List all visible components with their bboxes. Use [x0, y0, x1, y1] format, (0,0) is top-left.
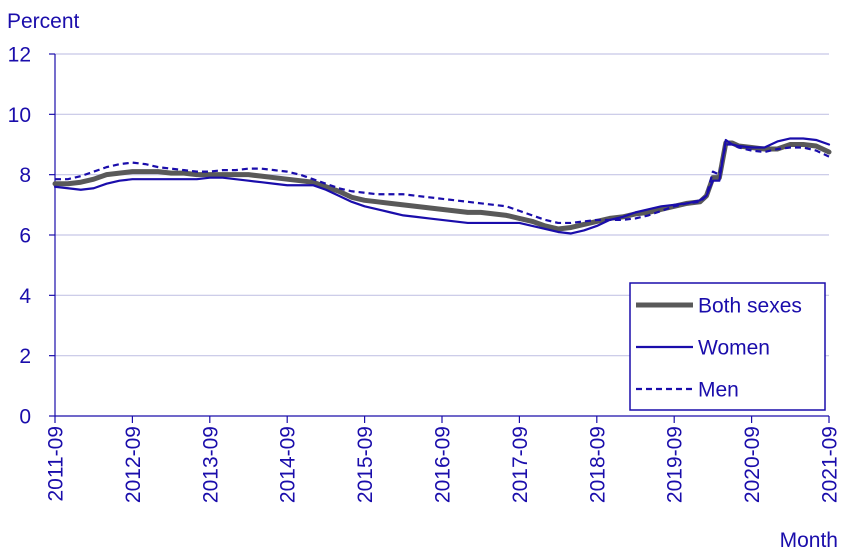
legend-label: Both sexes: [698, 295, 802, 318]
x-tick-label: 2020-09: [741, 426, 764, 503]
series-line-both-sexes: [52, 140, 832, 232]
x-tick-label: 2019-09: [664, 426, 687, 503]
x-axis-tick-labels: 2011-09 2012-09 2013-09 2014-09 2015-09 2016-…: [45, 426, 842, 503]
x-tick-label: 2016-09: [432, 426, 455, 503]
axes: [49, 53, 830, 423]
series-lines: [52, 137, 832, 235]
x-tick-label: 2014-09: [277, 426, 300, 503]
y-tick-label: 8: [19, 164, 31, 187]
x-tick-label: 2018-09: [586, 426, 609, 503]
y-tick-label: 0: [19, 406, 31, 429]
y-tick-label: 6: [19, 225, 31, 248]
series-line-men: [55, 143, 830, 225]
x-tick-label: 2012-09: [122, 426, 145, 503]
legend-label: Women: [698, 337, 770, 360]
x-axis-title: Month: [780, 529, 838, 552]
x-tick-label: 2015-09: [354, 426, 377, 503]
y-tick-label: 4: [19, 285, 31, 308]
legend-label: Men: [698, 379, 739, 402]
x-tick-label: 2021-09: [819, 426, 842, 503]
y-tick-label: 10: [8, 104, 31, 127]
x-tick-label: 2013-09: [199, 426, 222, 503]
x-tick-label: 2017-09: [509, 426, 532, 503]
y-axis-title: Percent: [7, 10, 80, 33]
series-line-women: [53, 137, 831, 235]
legend: Both sexes Women Men: [629, 282, 826, 411]
y-tick-label: 12: [8, 44, 31, 67]
x-tick-label: 2011-09: [45, 426, 68, 502]
y-axis-tick-labels: 0 2 4 6 8 10 12: [8, 44, 32, 429]
y-tick-label: 2: [19, 345, 31, 368]
